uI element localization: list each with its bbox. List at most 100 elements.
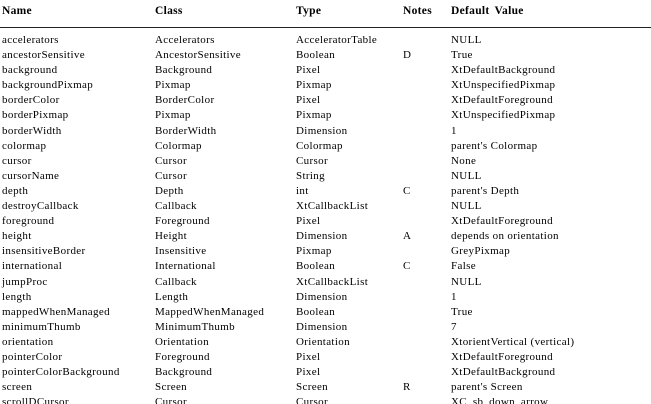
cell-class: Pixmap [155,109,191,122]
cell-type: AcceleratorTable [296,34,378,46]
cell-class: Cursor [155,154,188,167]
cell-class: BorderColor [155,94,215,107]
cell-type: Boolean [296,305,336,318]
table-row: international International Boolean C Fa… [0,259,651,274]
cell-name: backgroundPixmap [2,79,94,92]
table-row: minimumThumb MinimumThumb Dimension 7 [0,320,651,335]
cell-notes [403,63,451,78]
cell-class: Insensitive [155,245,207,258]
cell-default: XtDefaultForeground [451,94,553,107]
table-row: destroyCallback Callback XtCallbackList … [0,199,651,214]
cell-default: XC_sb_down_arrow [451,396,549,404]
column-header-default: Default Value [451,0,651,28]
cell-notes: C [403,260,411,273]
cell-notes [403,365,451,380]
cell-class: Callback [155,275,197,288]
header-row: Name Class Type Notes Default Value [0,0,651,28]
cell-notes [403,78,451,93]
table-row: jumpProc Callback XtCallbackList NULL [0,275,651,290]
cell-notes [403,154,451,169]
table-row: pointerColor Foreground Pixel XtDefaultF… [0,350,651,365]
table-row: accelerators Accelerators AcceleratorTab… [0,28,651,49]
cell-default: XtUnspecifiedPixmap [451,79,556,92]
cell-name: cursor [2,154,32,167]
cell-default: XtDefaultBackground [451,366,556,379]
cell-class: AncestorSensitive [155,49,241,62]
cell-type: Dimension [296,230,348,243]
cell-class: Length [155,290,189,303]
cell-default: GreyPixmap [451,245,511,258]
cell-default: 7 [451,320,457,333]
column-header-type: Type [296,0,403,28]
cell-default: None [451,154,477,167]
cell-class: Screen [155,381,188,394]
cell-notes [403,124,451,139]
cell-default: NULL [451,275,482,288]
cell-notes [403,199,451,214]
cell-name: height [2,230,32,243]
cell-type: Pixmap [296,79,332,92]
cell-class: BorderWidth [155,124,217,137]
cell-notes [403,290,451,305]
cell-notes [403,169,451,184]
table-row: pointerColorBackground Background Pixel … [0,365,651,380]
column-header-notes: Notes [403,0,451,28]
cell-name: ancestorSensitive [2,49,85,62]
cell-name: insensitiveBorder [2,245,86,258]
cell-name: borderColor [2,94,60,107]
cell-class: Background [155,366,213,379]
cell-class: Cursor [155,169,188,182]
cell-class: Background [155,64,213,77]
cell-class: International [155,260,216,273]
cell-notes [403,335,451,350]
cell-notes [403,214,451,229]
table-row: mappedWhenManaged MappedWhenManaged Bool… [0,305,651,320]
cell-default: depends on orientation [451,230,559,243]
cell-class: Depth [155,184,184,197]
cell-type: Pixmap [296,109,332,122]
cell-type: Pixel [296,215,321,228]
table-row: backgroundPixmap Pixmap Pixmap XtUnspeci… [0,78,651,93]
cell-default: 1 [451,124,457,137]
cell-class: Colormap [155,139,202,152]
table-row: ancestorSensitive AncestorSensitive Bool… [0,48,651,63]
cell-name: pointerColorBackground [2,366,120,379]
column-header-class: Class [155,0,296,28]
cell-default: XtDefaultForeground [451,350,553,363]
cell-type: Cursor [296,154,329,167]
cell-name: length [2,290,32,303]
table-row: insensitiveBorder Insensitive Pixmap Gre… [0,244,651,259]
cell-type: Pixel [296,64,321,77]
table-row: borderColor BorderColor Pixel XtDefaultF… [0,93,651,108]
cell-type: Boolean [296,49,336,62]
cell-type: Cursor [296,396,329,404]
cell-notes [403,395,451,404]
cell-name: depth [2,184,29,197]
cell-name: borderPixmap [2,109,69,122]
cell-default: 1 [451,290,457,303]
cell-class: Accelerators [155,34,215,46]
table-row: screen Screen Screen R parent's Screen [0,380,651,395]
cell-default: parent's Screen [451,381,523,394]
cell-class: MappedWhenManaged [155,305,265,318]
cell-default: XtUnspecifiedPixmap [451,109,556,122]
cell-name: minimumThumb [2,320,81,333]
cell-default: XtDefaultForeground [451,215,553,228]
cell-name: foreground [2,215,55,228]
cell-type: Pixel [296,366,321,379]
cell-notes: C [403,184,411,197]
cell-type: int [296,184,309,197]
cell-class: Foreground [155,215,210,228]
cell-name: colormap [2,139,47,152]
cell-type: Colormap [296,139,343,152]
cell-name: borderWidth [2,124,62,137]
cell-notes [403,275,451,290]
cell-class: MinimumThumb [155,320,235,333]
cell-default: False [451,260,476,273]
cell-class: Cursor [155,396,188,404]
table-row: orientation Orientation Orientation Xtor… [0,335,651,350]
table-row: cursorName Cursor String NULL [0,169,651,184]
cell-type: XtCallbackList [296,200,369,213]
cell-notes [403,139,451,154]
cell-type: String [296,169,325,182]
